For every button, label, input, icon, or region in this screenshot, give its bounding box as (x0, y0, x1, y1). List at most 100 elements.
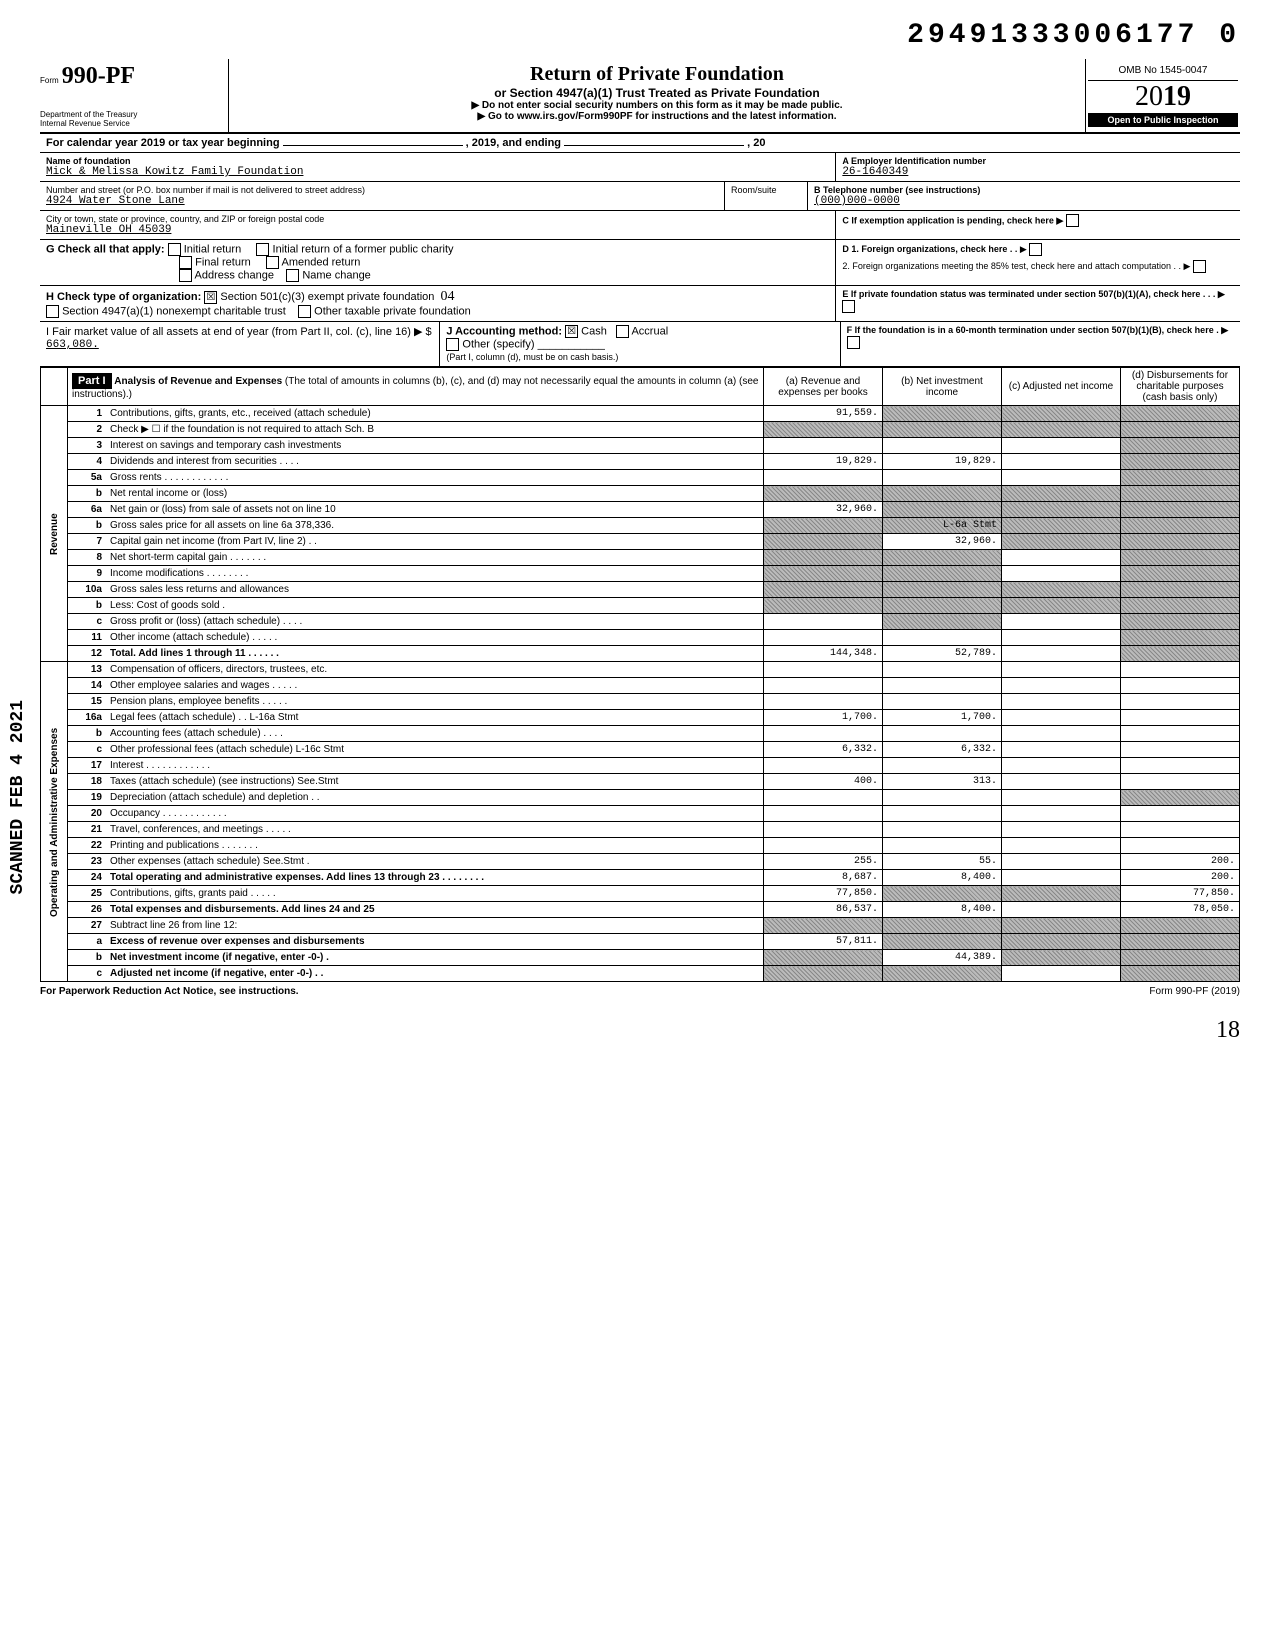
line-number: 24 (68, 870, 107, 886)
form-number: 990-PF (62, 63, 135, 89)
amount-cell: 78,050. (1121, 902, 1240, 918)
amount-cell (883, 582, 1002, 598)
amount-cell: 77,850. (1121, 886, 1240, 902)
amount-cell (1002, 758, 1121, 774)
table-row: 24Total operating and administrative exp… (41, 870, 1240, 886)
amount-cell (1121, 582, 1240, 598)
d1-label: D 1. Foreign organizations, check here .… (842, 244, 1017, 254)
footer: For Paperwork Reduction Act Notice, see … (40, 982, 1240, 997)
table-row: 19Depreciation (attach schedule) and dep… (41, 790, 1240, 806)
amount-cell: 91,559. (764, 406, 883, 422)
dept-treasury: Department of the Treasury (40, 110, 220, 119)
h-4947-checkbox[interactable] (46, 305, 59, 318)
f-checkbox[interactable] (847, 336, 860, 349)
line-number: 12 (68, 646, 107, 662)
amount-cell: 8,400. (883, 902, 1002, 918)
amount-cell (1121, 662, 1240, 678)
amount-cell (1121, 502, 1240, 518)
amount-cell (883, 438, 1002, 454)
line-description: Total expenses and disbursements. Add li… (106, 902, 764, 918)
city-value: Maineville OH 45039 (46, 224, 829, 236)
line-number: 13 (68, 662, 107, 678)
line-description: Taxes (attach schedule) (see instruction… (106, 774, 764, 790)
form-title: Return of Private Foundation (239, 63, 1075, 86)
line-description: Interest on savings and temporary cash i… (106, 438, 764, 454)
amount-cell (764, 630, 883, 646)
table-row: 10aGross sales less returns and allowanc… (41, 582, 1240, 598)
ein-value: 26-1640349 (842, 166, 1234, 178)
amount-cell: 1,700. (764, 710, 883, 726)
part1-label: Part I (72, 373, 112, 389)
line-number: 21 (68, 822, 107, 838)
g-label: G Check all that apply: (46, 243, 165, 255)
e-checkbox[interactable] (842, 300, 855, 313)
revenue-group-label: Revenue (41, 406, 68, 662)
col-d-header: (d) Disbursements for charitable purpose… (1121, 368, 1240, 406)
table-row: cAdjusted net income (if negative, enter… (41, 966, 1240, 982)
amount-cell (1002, 550, 1121, 566)
col-b-header: (b) Net investment income (883, 368, 1002, 406)
c-checkbox[interactable] (1066, 214, 1079, 227)
table-row: 9Income modifications . . . . . . . . (41, 566, 1240, 582)
line-description: Adjusted net income (if negative, enter … (106, 966, 764, 982)
amount-cell (1002, 582, 1121, 598)
ein-label: A Employer Identification number (842, 156, 1234, 166)
amount-cell (1121, 518, 1240, 534)
amount-cell: 19,829. (764, 454, 883, 470)
table-row: 25Contributions, gifts, grants paid . . … (41, 886, 1240, 902)
amount-cell (1002, 646, 1121, 662)
amount-cell (1121, 918, 1240, 934)
year-suffix: 19 (1163, 81, 1191, 112)
h-other-checkbox[interactable] (298, 305, 311, 318)
j-accrual-checkbox[interactable] (616, 325, 629, 338)
g-addr-checkbox[interactable] (179, 269, 192, 282)
amount-cell (764, 950, 883, 966)
g-final: Final return (195, 256, 251, 268)
line-description: Gross sales less returns and allowances (106, 582, 764, 598)
amount-cell: 57,811. (764, 934, 883, 950)
addr-label: Number and street (or P.O. box number if… (46, 185, 718, 195)
line-number: 2 (68, 422, 107, 438)
amount-cell: 19,829. (883, 454, 1002, 470)
form-note-2: ▶ Go to www.irs.gov/Form990PF for instru… (239, 111, 1075, 122)
page-number: 18 (40, 1017, 1240, 1044)
j-cash-checkbox[interactable]: ☒ (565, 325, 578, 338)
g-initial-checkbox[interactable] (168, 243, 181, 256)
g-name-checkbox[interactable] (286, 269, 299, 282)
table-row: Revenue1Contributions, gifts, grants, et… (41, 406, 1240, 422)
line-description: Occupancy . . . . . . . . . . . . (106, 806, 764, 822)
table-row: 6aNet gain or (loss) from sale of assets… (41, 502, 1240, 518)
amount-cell (1121, 646, 1240, 662)
line-description: Legal fees (attach schedule) . . L-16a S… (106, 710, 764, 726)
line-description: Capital gain net income (from Part IV, l… (106, 534, 764, 550)
line-description: Other professional fees (attach schedule… (106, 742, 764, 758)
d1-checkbox[interactable] (1029, 243, 1042, 256)
j-other-checkbox[interactable] (446, 338, 459, 351)
g-amended-checkbox[interactable] (266, 256, 279, 269)
amount-cell (764, 694, 883, 710)
line-description: Contributions, gifts, grants paid . . . … (106, 886, 764, 902)
amount-cell (883, 662, 1002, 678)
tel-label: B Telephone number (see instructions) (814, 185, 1234, 195)
amount-cell (1121, 534, 1240, 550)
amount-cell (1002, 918, 1121, 934)
amount-cell (1002, 870, 1121, 886)
amount-cell (883, 822, 1002, 838)
amount-cell (883, 678, 1002, 694)
g-former-checkbox[interactable] (256, 243, 269, 256)
line-description: Subtract line 26 from line 12: (106, 918, 764, 934)
h-other: Other taxable private foundation (314, 305, 471, 317)
h-501c3-checkbox[interactable]: ☒ (204, 291, 217, 304)
d2-checkbox[interactable] (1193, 260, 1206, 273)
table-row: Operating and Administrative Expenses13C… (41, 662, 1240, 678)
line-description: Net short-term capital gain . . . . . . … (106, 550, 764, 566)
amount-cell (883, 790, 1002, 806)
g-final-checkbox[interactable] (179, 256, 192, 269)
amount-cell (883, 694, 1002, 710)
line-description: Gross rents . . . . . . . . . . . . (106, 470, 764, 486)
amount-cell (883, 486, 1002, 502)
amount-cell (1002, 614, 1121, 630)
amount-cell (883, 422, 1002, 438)
amount-cell: 32,960. (764, 502, 883, 518)
amount-cell (764, 966, 883, 982)
